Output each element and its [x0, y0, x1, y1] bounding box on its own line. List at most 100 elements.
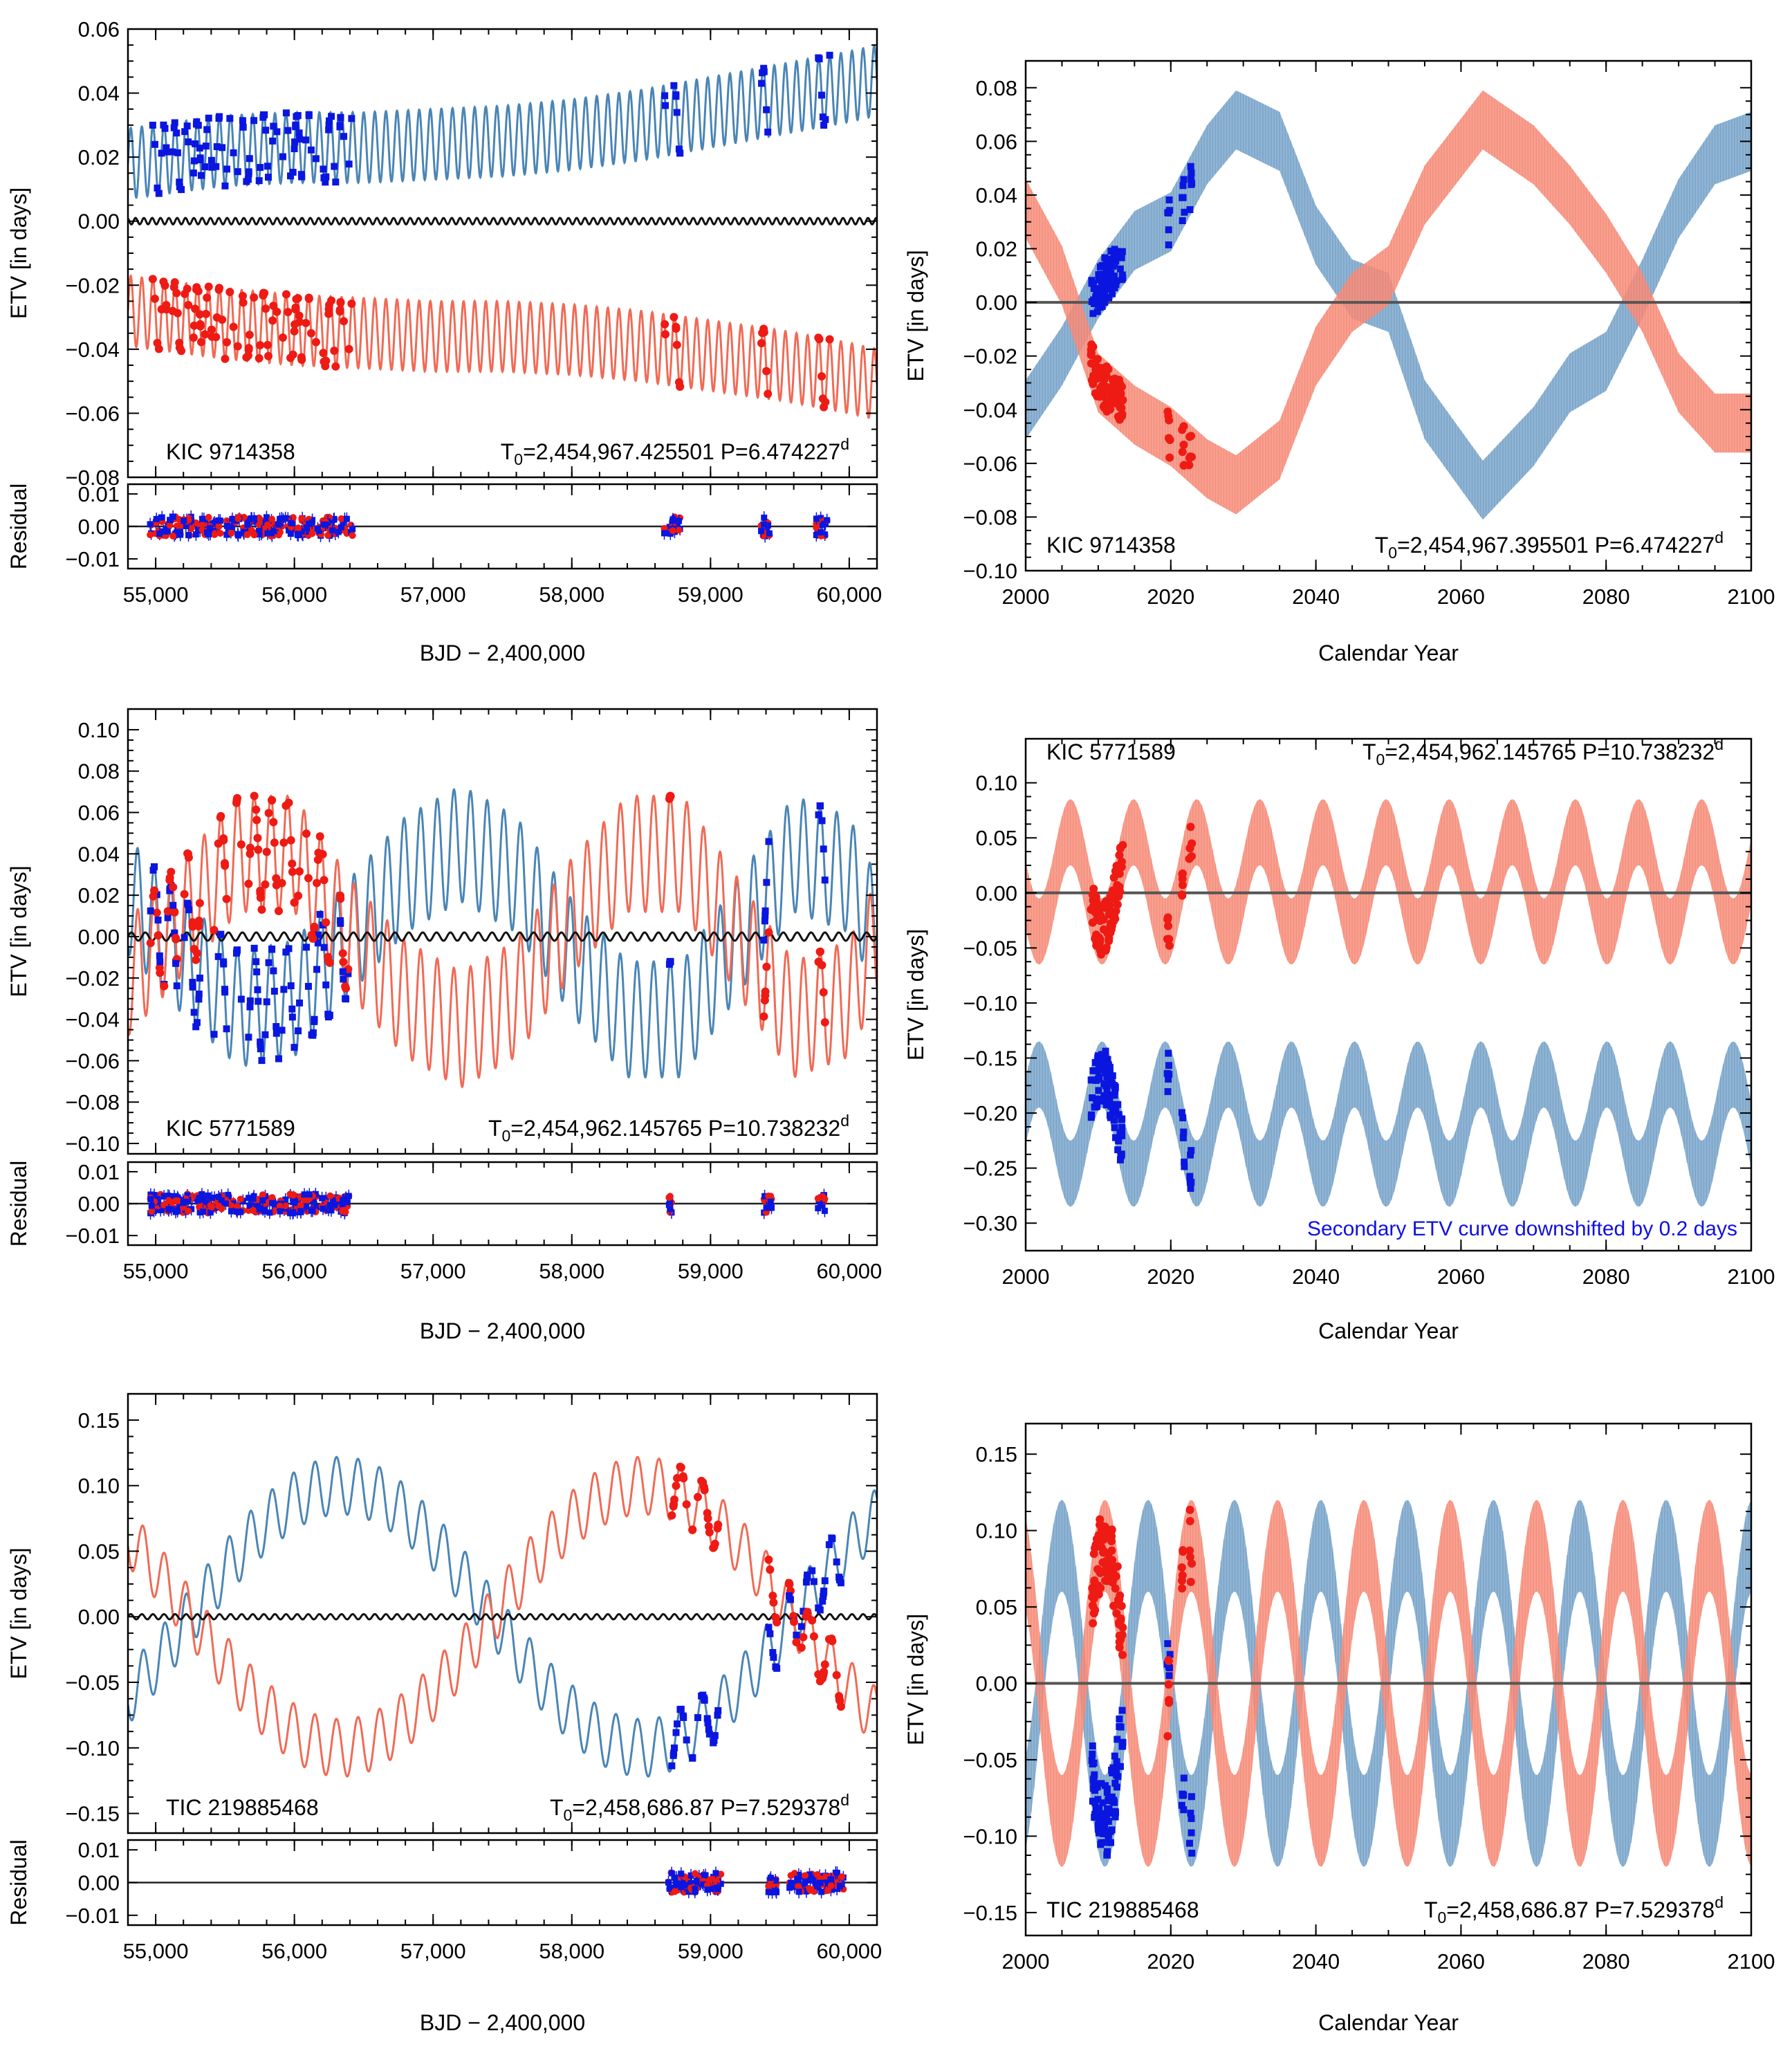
residual-primary-point [200, 1208, 207, 1215]
secondary-point [1179, 440, 1188, 449]
secondary-point [1087, 905, 1096, 914]
residual-primary-point [297, 1208, 304, 1215]
primary-point [765, 1624, 773, 1631]
residual-primary-point [761, 514, 768, 521]
primary-point [208, 163, 216, 171]
secondary-point [219, 834, 228, 843]
primary-point [803, 1574, 811, 1581]
primary-point [252, 958, 260, 966]
secondary-point [693, 1493, 702, 1502]
residual-tick-label: 0.00 [78, 1192, 120, 1216]
secondary-point [1116, 843, 1125, 852]
secondary-point [814, 957, 823, 966]
secondary-point [674, 378, 683, 387]
primary-point [1181, 1158, 1188, 1166]
primary-point [156, 952, 163, 959]
y-tick-label: −0.02 [66, 273, 120, 297]
primary-point [216, 113, 223, 120]
primary-point [246, 997, 254, 1004]
primary-point [201, 163, 209, 171]
secondary-point [273, 307, 281, 316]
primary-point [815, 55, 823, 63]
secondary-point [661, 330, 670, 339]
primary-point [193, 1019, 201, 1027]
y-tick-label: −0.05 [66, 1671, 120, 1695]
secondary-point [201, 330, 210, 339]
residual-primary-point [237, 1208, 244, 1215]
residual-primary-point [147, 521, 154, 528]
primary-point [668, 1762, 676, 1769]
residual-secondary-point [166, 522, 174, 529]
primary-point [1100, 1830, 1107, 1837]
secondary-point [769, 1598, 778, 1607]
primary-point [1094, 1054, 1102, 1062]
primary-point [194, 122, 202, 129]
primary-point [1116, 265, 1124, 273]
residual-secondary-point [243, 531, 251, 538]
primary-point [1180, 1774, 1188, 1782]
primary-point [1108, 1080, 1116, 1087]
secondary-point [1107, 396, 1116, 405]
y-tick-label: 0.04 [78, 82, 120, 106]
residual-primary-point [687, 1872, 694, 1879]
secondary-point [304, 874, 313, 883]
secondary-point [1164, 921, 1173, 930]
y-tick-label: −0.04 [66, 338, 120, 362]
residual-primary-point [148, 1202, 155, 1209]
primary-point [821, 876, 829, 884]
primary-point [1098, 1051, 1106, 1058]
secondary-point [288, 350, 297, 359]
secondary-point [253, 834, 262, 843]
residual-secondary-point [692, 1870, 699, 1877]
primary-point [192, 140, 199, 147]
residual-primary-point [292, 1198, 299, 1205]
residual-primary-point [266, 1209, 273, 1216]
y-tick-label: −0.30 [963, 1211, 1017, 1235]
residual-primary-point [223, 522, 230, 529]
residual-primary-point [147, 1196, 154, 1203]
primary-point [802, 1579, 810, 1586]
target-name: TIC 219885468 [166, 1795, 319, 1820]
secondary-point [302, 829, 311, 838]
primary-point [1114, 1146, 1122, 1154]
residual-primary-point [678, 1870, 685, 1877]
residual-primary-point [157, 1206, 164, 1213]
x-tick-label: 2100 [1728, 1949, 1775, 1974]
secondary-point [154, 931, 163, 940]
secondary-point [172, 935, 181, 944]
secondary-point [703, 1509, 712, 1518]
residual-panel: −0.01 0.00 0.01 Residual [6, 1160, 878, 1248]
primary-point [264, 174, 272, 181]
primary-point [156, 958, 164, 966]
residual-primary-point [215, 1193, 222, 1200]
primary-point [1102, 1047, 1109, 1055]
observed-points [146, 791, 829, 1065]
residual-primary-point [807, 1875, 814, 1882]
secondary-point [1091, 358, 1100, 367]
primary-point [1103, 1789, 1111, 1796]
residual-primary-point [328, 1207, 335, 1214]
y-axis-label: ETV [in days] [6, 1547, 31, 1679]
y-tick-label: 0.00 [78, 210, 120, 234]
secondary-point [246, 849, 255, 858]
secondary-point [169, 283, 178, 292]
residual-tick-label: 0.00 [78, 1871, 120, 1895]
secondary-point [313, 879, 322, 887]
secondary-point [1187, 852, 1196, 861]
residual-primary-point [282, 515, 289, 522]
primary-point [677, 1705, 685, 1713]
residual-primary-point [255, 1206, 262, 1213]
residual-secondary-point [717, 1870, 725, 1878]
primary-point [1101, 1060, 1109, 1067]
secondary-point [183, 849, 192, 858]
secondary-point [1097, 950, 1106, 959]
secondary-point [1186, 1577, 1195, 1586]
primary-point [246, 155, 253, 163]
residual-primary-point [176, 1203, 183, 1210]
residual-primary-point [824, 517, 831, 524]
primary-point [246, 1003, 254, 1011]
primary-point [233, 948, 241, 955]
primary-point [297, 171, 305, 178]
